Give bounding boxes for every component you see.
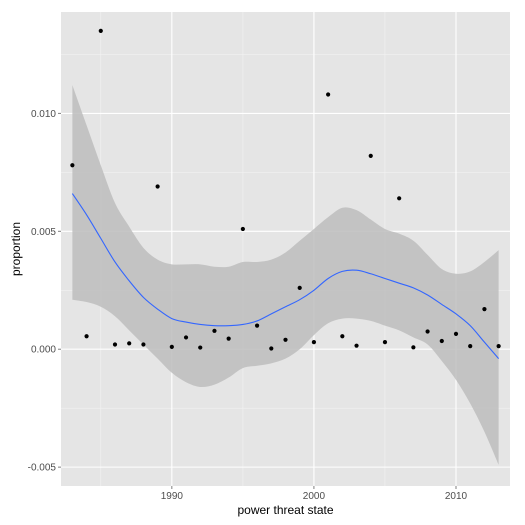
data-point — [141, 342, 146, 347]
x-tick-label: 2010 — [445, 491, 468, 502]
data-point — [425, 329, 430, 334]
y-tick-label: -0.005 — [28, 463, 57, 474]
x-axis-ticks: 1990 2000 2010 — [161, 486, 468, 502]
data-points — [70, 28, 501, 351]
data-point — [198, 345, 203, 350]
data-point — [368, 153, 373, 158]
smooth-line — [71, 193, 500, 360]
data-point — [311, 340, 317, 345]
data-point — [382, 340, 388, 345]
y-tick-label: 0.005 — [31, 227, 56, 238]
data-point — [439, 338, 444, 344]
data-point — [340, 334, 345, 339]
data-point — [127, 341, 132, 346]
y-axis-title: proportion — [9, 222, 23, 276]
data-point — [453, 331, 459, 336]
y-tick-label: 0.000 — [31, 345, 56, 356]
y-axis-ticks: -0.005 0.000 0.005 0.010 — [28, 109, 61, 474]
data-point — [226, 336, 231, 341]
y-tick-label: 0.010 — [31, 109, 56, 120]
data-point — [326, 92, 331, 97]
data-point — [254, 323, 260, 328]
x-tick-label: 2000 — [303, 491, 326, 502]
data-point — [84, 334, 89, 339]
data-point — [269, 346, 274, 351]
data-point — [169, 344, 174, 349]
data-point — [354, 343, 359, 348]
data-point — [411, 345, 416, 350]
data-point — [397, 196, 402, 201]
data-point — [155, 184, 160, 189]
x-axis-title: power threat state — [237, 503, 333, 517]
confidence-ribbon — [72, 85, 499, 465]
data-point — [112, 342, 118, 347]
data-point — [98, 28, 103, 33]
data-point — [482, 307, 487, 312]
data-point — [240, 226, 245, 232]
data-point — [468, 344, 473, 349]
data-point — [496, 344, 501, 349]
data-point — [183, 335, 189, 340]
x-tick-label: 1990 — [161, 491, 184, 502]
data-point — [297, 285, 302, 291]
data-point — [283, 337, 288, 342]
data-point — [212, 328, 217, 333]
data-point — [70, 163, 75, 168]
